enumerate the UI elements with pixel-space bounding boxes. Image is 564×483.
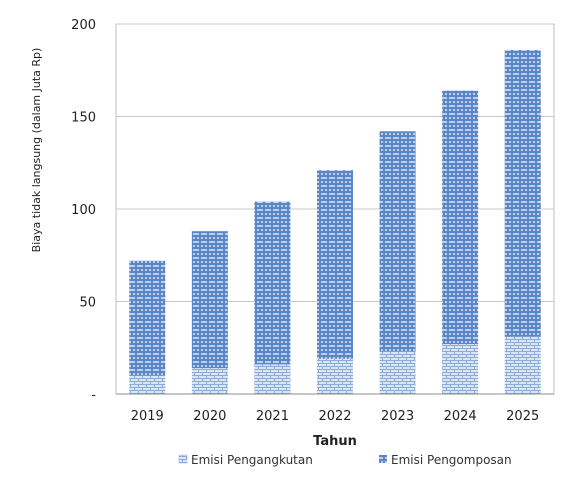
bar-segment-pengangkutan	[254, 364, 291, 394]
bars	[129, 49, 541, 394]
bar-segment-pengangkutan	[442, 344, 479, 394]
bar-segment-pengangkutan	[129, 375, 166, 394]
legend-label-pengomposan: Emisi Pengomposan	[391, 453, 512, 467]
y-tick-label: 100	[71, 203, 96, 218]
x-tick-label: 2025	[506, 409, 539, 424]
x-tick-label: 2021	[256, 409, 289, 424]
x-tick-label: 2022	[318, 409, 351, 424]
bar-segment-pengomposan	[191, 231, 228, 369]
bar-segment-pengomposan	[504, 49, 541, 337]
bar-segment-pengangkutan	[504, 336, 541, 394]
y-tick-label: 150	[71, 111, 96, 126]
legend-label-pengangkutan: Emisi Pengangkutan	[191, 453, 313, 467]
x-tick-labels: 2019 2020 2021 2022 2023 2024 2025	[131, 409, 540, 424]
y-tick-labels: - 50 100 150 200	[71, 18, 96, 403]
bar-segment-pengangkutan	[191, 368, 228, 394]
y-axis-title: Biaya tidak langsung (dalam Juta Rp)	[30, 48, 43, 253]
x-tick-label: 2023	[381, 409, 414, 424]
x-tick-label: 2020	[193, 409, 226, 424]
y-tick-label: -	[91, 388, 96, 403]
legend: Emisi Pengangkutan Emisi Pengomposan	[178, 453, 512, 467]
bar-segment-pengomposan	[254, 201, 291, 365]
bar-segment-pengangkutan	[317, 358, 353, 394]
x-axis-title: Tahun	[313, 434, 357, 449]
y-tick-label: 50	[79, 296, 96, 311]
bar-segment-pengomposan	[379, 131, 416, 352]
legend-swatch-pengomposan	[379, 455, 387, 463]
x-tick-label: 2019	[131, 409, 164, 424]
legend-swatch-pengangkutan	[178, 454, 188, 464]
y-tick-label: 200	[71, 18, 96, 33]
x-tick-label: 2024	[444, 409, 477, 424]
bar-segment-pengomposan	[317, 170, 353, 359]
bar-segment-pengomposan	[129, 260, 166, 376]
bar-segment-pengomposan	[442, 90, 479, 345]
bar-segment-pengangkutan	[379, 351, 416, 394]
